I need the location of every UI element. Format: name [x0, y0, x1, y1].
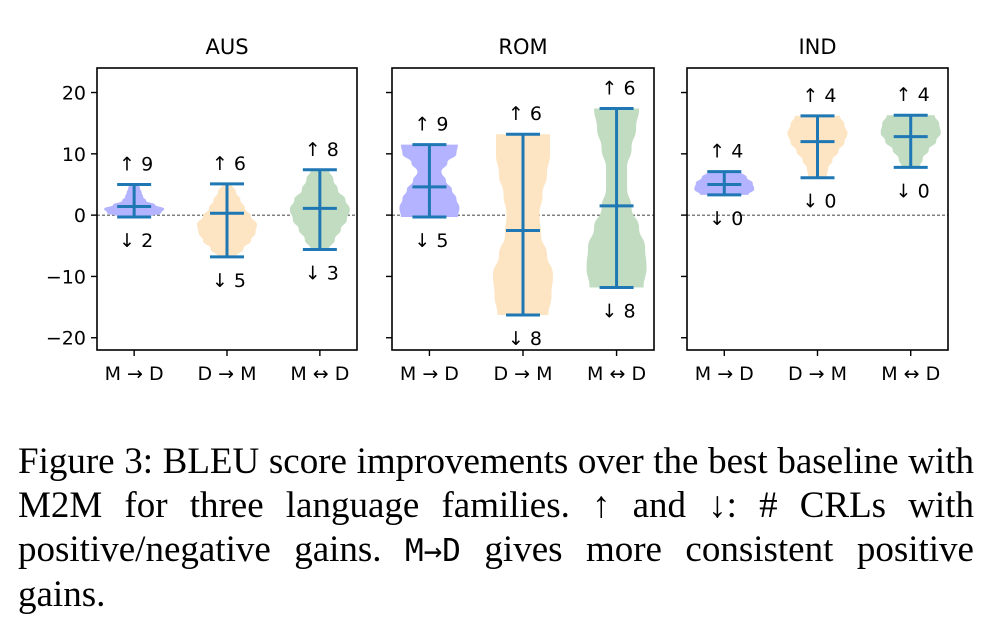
positive-gain-count: ↑ 6: [508, 103, 542, 125]
positive-gain-count: ↑ 6: [212, 153, 246, 175]
negative-gain-count: ↓ 0: [802, 191, 836, 213]
positive-gain-count: ↑ 9: [414, 114, 448, 136]
y-tick-label: 0: [74, 205, 86, 227]
negative-gain-count: ↓ 5: [212, 270, 246, 292]
positive-gain-count: ↑ 4: [709, 141, 743, 163]
caption-text-1: Figure 3: BLEU score improvements over t…: [18, 441, 974, 570]
negative-gain-count: ↓ 0: [896, 180, 930, 202]
negative-gain-count: ↓ 0: [709, 208, 743, 230]
negative-gain-count: ↓ 8: [602, 300, 636, 322]
panel-title-rom: ROM: [498, 35, 547, 59]
x-tick-label: D → M: [493, 363, 552, 385]
axes-frame: [686, 67, 949, 351]
negative-gain-count: ↓ 3: [305, 262, 339, 284]
y-tick-label: −20: [46, 328, 86, 350]
panel-title-ind: IND: [798, 35, 836, 59]
negative-gain-count: ↓ 2: [119, 230, 153, 252]
x-tick-label: M ↔ D: [881, 363, 940, 385]
x-tick-label: M ↔ D: [587, 363, 646, 385]
x-tick-label: D → M: [197, 363, 256, 385]
positive-gain-count: ↑ 4: [802, 85, 836, 107]
x-tick-label: M ↔ D: [290, 363, 349, 385]
caption-code: M→D: [404, 533, 461, 569]
violin-figure: AUS 20 10 0 −10 −20 ↑ 9 ↓ 2 M → D ↑ 6 ↓ 5 D → M ↑ 8 ↓…: [46, 35, 949, 385]
x-tick-label: M → D: [695, 363, 754, 385]
figure-caption: Figure 3: BLEU score improvements over t…: [18, 440, 974, 617]
negative-gain-count: ↓ 5: [414, 230, 448, 252]
positive-gain-count: ↑ 4: [896, 84, 930, 106]
x-tick-label: D → M: [788, 363, 847, 385]
axes-frame: [96, 67, 358, 351]
y-tick-label: −10: [46, 266, 86, 288]
y-tick-label: 20: [62, 83, 86, 105]
caption-text-2: gives more consistent positive gains.: [18, 529, 974, 615]
positive-gain-count: ↑ 9: [119, 153, 153, 175]
panel-title-aus: AUS: [205, 35, 248, 59]
axes-frame: [391, 67, 655, 351]
negative-gain-count: ↓ 8: [508, 328, 542, 350]
positive-gain-count: ↑ 6: [602, 77, 636, 99]
x-tick-label: M → D: [400, 363, 459, 385]
x-tick-label: M → D: [105, 363, 164, 385]
positive-gain-count: ↑ 8: [305, 139, 339, 161]
y-tick-label: 10: [62, 144, 86, 166]
